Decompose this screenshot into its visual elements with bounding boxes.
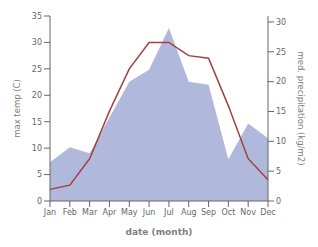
svg-text:Jun: Jun (142, 208, 156, 217)
svg-text:Oct: Oct (221, 208, 235, 217)
svg-text:Apr: Apr (103, 208, 118, 217)
svg-text:15: 15 (276, 107, 286, 116)
svg-text:5: 5 (276, 167, 281, 176)
svg-text:20: 20 (276, 77, 286, 86)
svg-text:med. precipitation (kg/m2): med. precipitation (kg/m2) (296, 51, 306, 165)
svg-text:Nov: Nov (240, 208, 256, 217)
svg-text:20: 20 (32, 91, 42, 100)
svg-text:30: 30 (276, 18, 286, 27)
svg-text:Sep: Sep (201, 208, 216, 217)
svg-text:date (month): date (month) (126, 227, 193, 237)
svg-text:0: 0 (276, 197, 281, 206)
svg-text:25: 25 (32, 65, 42, 74)
svg-text:Jan: Jan (43, 208, 56, 217)
svg-text:Jul: Jul (163, 208, 174, 217)
svg-text:15: 15 (32, 118, 42, 127)
svg-text:Feb: Feb (63, 208, 77, 217)
svg-text:25: 25 (276, 48, 286, 57)
svg-text:30: 30 (32, 38, 42, 47)
svg-text:Mar: Mar (82, 208, 98, 217)
svg-text:Aug: Aug (181, 208, 197, 217)
svg-text:max temp (C): max temp (C) (12, 79, 22, 138)
svg-text:0: 0 (37, 197, 42, 206)
svg-text:10: 10 (276, 137, 286, 146)
svg-text:Dec: Dec (260, 208, 275, 217)
svg-text:5: 5 (37, 170, 42, 179)
svg-text:10: 10 (32, 144, 42, 153)
svg-text:35: 35 (32, 12, 42, 21)
svg-text:May: May (121, 208, 138, 217)
